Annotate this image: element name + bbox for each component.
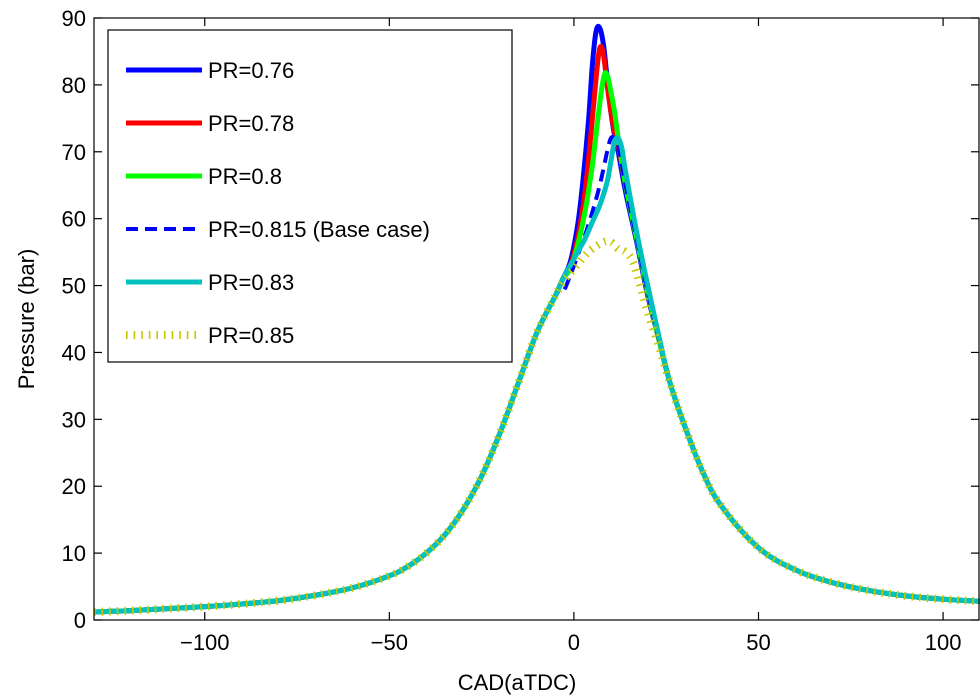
y-tick-label: 40 xyxy=(62,340,86,365)
y-tick-label: 50 xyxy=(62,274,86,299)
y-tick-label: 20 xyxy=(62,474,86,499)
legend-label-5: PR=0.83 xyxy=(208,270,294,295)
legend-label-3: PR=0.8 xyxy=(208,164,282,189)
y-tick-label: 90 xyxy=(62,6,86,31)
x-tick-label: 0 xyxy=(568,630,580,655)
legend-label-1: PR=0.76 xyxy=(208,58,294,83)
x-tick-label: −50 xyxy=(371,630,408,655)
series-line-5 xyxy=(94,135,980,615)
y-tick-label: 60 xyxy=(62,207,86,232)
x-tick-label: −100 xyxy=(180,630,230,655)
y-tick-label: 0 xyxy=(74,608,86,633)
y-tick-label: 70 xyxy=(62,140,86,165)
legend-box xyxy=(107,29,513,363)
x-tick-label: 100 xyxy=(925,630,962,655)
x-axis-label: CAD(aTDC) xyxy=(458,670,577,695)
legend-label-4: PR=0.815 (Base case) xyxy=(208,217,430,242)
legend: PR=0.76 PR=0.78 PR=0.8 PR=0.815 (Base case)… xyxy=(107,29,513,363)
legend-label-2: PR=0.78 xyxy=(208,111,294,136)
ticks-layer: −100 −50 0 50 100 0 10 20 30 40 50 60 70 80 90 xyxy=(62,6,979,655)
legend-label-6: PR=0.85 xyxy=(208,323,294,348)
x-tick-label: 50 xyxy=(746,630,770,655)
axes-box xyxy=(93,17,980,621)
y-tick-label: 80 xyxy=(62,73,86,98)
y-axis-label: Pressure (bar) xyxy=(14,249,39,390)
y-tick-label: 10 xyxy=(62,541,86,566)
curves-layer xyxy=(94,23,980,616)
y-tick-label: 30 xyxy=(62,407,86,432)
